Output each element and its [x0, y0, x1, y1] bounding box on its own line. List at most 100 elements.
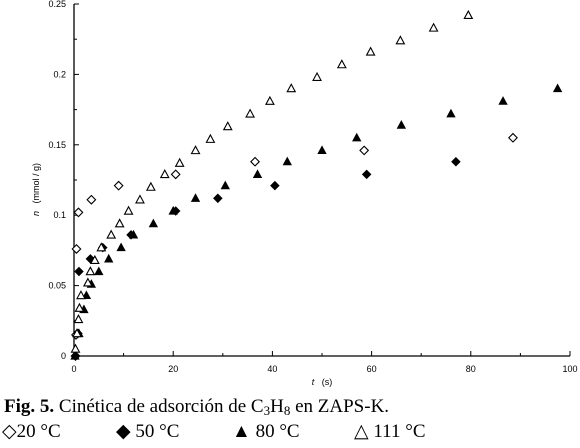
data-point-filled-diamond — [85, 254, 96, 264]
data-point-filled-triangle — [104, 253, 114, 263]
data-point-open-triangle — [159, 169, 170, 179]
data-point-filled-diamond — [361, 169, 372, 180]
caption-sub-1: 3 — [263, 403, 271, 418]
data-markers — [70, 9, 563, 361]
filled-diamond-icon: ◆ — [116, 421, 131, 442]
data-point-open-diamond — [71, 244, 82, 254]
y-axis-unit: (mmol / g) — [31, 163, 41, 204]
tick-labels: 0 20 40 60 80 100 0 0.05 0.1 0.15 0.2 0.25 — [48, 0, 577, 374]
series-open-diamond — [70, 132, 518, 361]
x-tick-label: 20 — [168, 364, 178, 374]
data-point-open-diamond — [86, 194, 97, 205]
x-tick-label: 60 — [367, 364, 377, 374]
data-point-open-triangle — [312, 71, 322, 81]
data-point-open-triangle — [74, 302, 85, 312]
data-point-open-diamond — [507, 132, 518, 143]
legend-label-111: 111 °C — [373, 421, 426, 442]
data-point-open-triangle — [286, 83, 297, 93]
data-point-filled-triangle — [168, 205, 178, 215]
data-point-filled-triangle — [128, 229, 139, 239]
caption-text-after: en ZAPS-K. — [290, 396, 390, 417]
series-filled-diamond — [70, 156, 461, 361]
data-point-open-diamond — [170, 169, 181, 180]
data-point-open-triangle — [336, 59, 347, 69]
data-point-filled-triangle — [396, 120, 407, 129]
y-axis-var: n — [31, 211, 41, 216]
legend-label-80: 80 °C — [255, 421, 300, 442]
data-point-filled-triangle — [498, 96, 508, 105]
data-point-open-triangle — [174, 157, 185, 167]
data-point-filled-triangle — [148, 218, 159, 228]
data-point-open-triangle — [135, 194, 145, 204]
y-axis-label: n (mmol / g) — [31, 163, 41, 216]
y-tick-label: 0 — [61, 351, 66, 361]
chart: 0 20 40 60 80 100 0 0.05 0.1 0.15 0.2 0.25 n (mmol … — [31, 0, 578, 387]
data-point-open-triangle — [76, 290, 86, 300]
data-point-open-triangle — [365, 46, 376, 56]
y-tick-label: 0.15 — [48, 140, 66, 150]
data-point-filled-triangle — [116, 242, 126, 252]
data-point-open-triangle — [85, 266, 96, 276]
caption-sub-2: 8 — [283, 403, 291, 418]
caption-text-mid: H — [270, 396, 284, 417]
data-point-filled-triangle — [552, 83, 563, 93]
data-point-filled-diamond — [213, 193, 223, 204]
open-diamond-icon: ◇ — [2, 421, 17, 442]
data-point-filled-triangle — [220, 180, 230, 190]
legend-item-50: ◆ 50 °C — [116, 421, 179, 443]
data-point-open-triangle — [463, 9, 474, 20]
data-point-open-triangle — [205, 133, 216, 143]
x-tick-label: 80 — [466, 364, 476, 374]
series-filled-triangle — [70, 83, 563, 360]
legend-item-80: ▲ 80 °C — [232, 421, 300, 443]
data-point-open-triangle — [82, 277, 93, 287]
data-point-open-triangle — [106, 229, 117, 239]
legend-label-20: 20 °C — [16, 421, 61, 442]
data-point-open-triangle — [96, 242, 107, 252]
data-point-open-triangle — [145, 181, 156, 191]
data-point-open-triangle — [245, 108, 256, 118]
data-point-open-diamond — [73, 207, 84, 218]
x-tick-label: 0 — [71, 364, 76, 374]
data-point-open-diamond — [250, 156, 261, 167]
figure-caption: Fig. 5. Cinética de adsorción de C3H8 en… — [4, 396, 389, 418]
data-point-filled-triangle — [352, 132, 362, 142]
filled-triangle-icon: ▲ — [232, 421, 251, 442]
data-point-open-triangle — [114, 218, 125, 228]
caption-label: Fig. 5. — [4, 396, 55, 417]
data-point-open-triangle — [89, 254, 100, 265]
data-point-filled-triangle — [70, 350, 80, 360]
open-triangle-icon: △ — [354, 421, 369, 442]
data-point-open-diamond — [359, 145, 370, 156]
data-point-open-triangle — [73, 314, 84, 324]
data-point-open-triangle — [222, 121, 233, 131]
x-axis-var: t — [312, 377, 315, 387]
series-open-triangle — [70, 9, 474, 353]
x-axis-label: t (s) — [312, 377, 333, 387]
legend-item-111: △ 111 °C — [354, 421, 426, 443]
data-point-open-triangle — [264, 95, 275, 105]
x-axis-unit: (s) — [322, 377, 333, 387]
data-point-open-triangle — [428, 22, 439, 32]
y-tick-label: 0.25 — [48, 0, 66, 9]
data-point-open-diamond — [113, 180, 124, 191]
x-tick-label: 40 — [267, 364, 277, 374]
data-point-open-triangle — [123, 205, 134, 215]
data-point-filled-triangle — [94, 266, 104, 276]
data-point-filled-triangle — [317, 145, 327, 155]
caption-text-before: Cinética de adsorción de C — [54, 396, 264, 417]
data-point-filled-triangle — [446, 108, 456, 118]
data-point-filled-diamond — [451, 156, 461, 167]
x-tick-label: 100 — [562, 364, 577, 374]
axes — [73, 4, 570, 357]
data-point-filled-diamond — [74, 266, 84, 277]
data-point-filled-triangle — [282, 156, 292, 166]
data-point-filled-triangle — [252, 169, 263, 178]
data-point-open-triangle — [395, 35, 406, 45]
ticks — [73, 3, 571, 357]
data-point-filled-triangle — [190, 193, 201, 202]
y-tick-label: 0.1 — [53, 210, 66, 220]
legend-item-20: ◇20 °C — [2, 421, 61, 443]
y-tick-label: 0.05 — [48, 281, 66, 291]
legend-label-50: 50 °C — [135, 421, 180, 442]
